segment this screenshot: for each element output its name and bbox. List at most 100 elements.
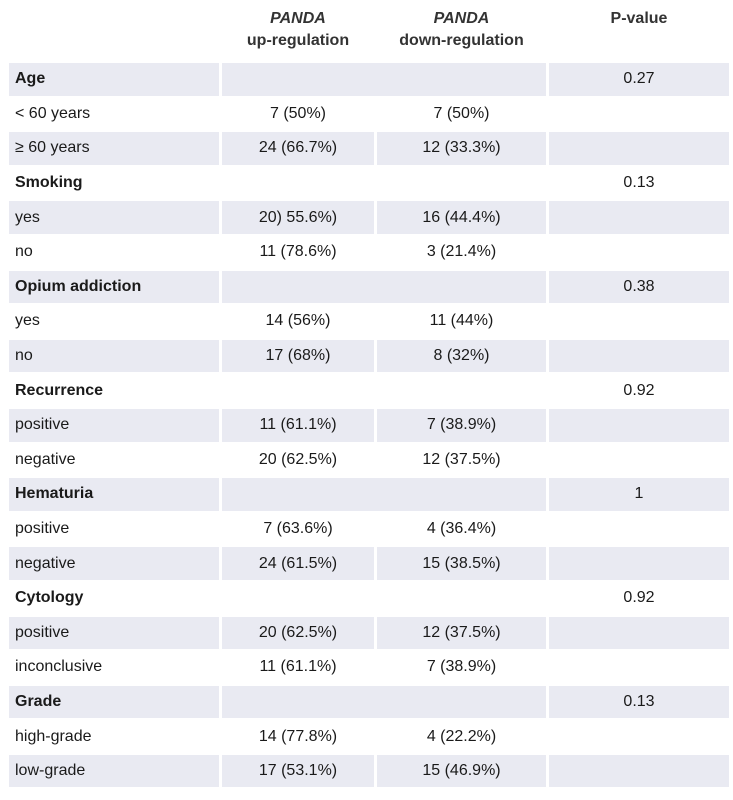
up-regulation-cell: 24 (61.5%) <box>222 547 374 580</box>
table-row: negative 20 (62.5%) 12 (37.5%) <box>9 443 729 478</box>
down-regulation-cell: 4 (22.2%) <box>426 727 497 745</box>
down-regulation-cell: 3 (21.4%) <box>426 243 497 261</box>
table-row: < 60 years 7 (50%) 7 (50%) <box>9 97 729 132</box>
up-regulation-cell <box>222 270 546 304</box>
up-regulation-cell: 11 (78.6%) <box>259 243 337 261</box>
row-label: Cytology <box>15 589 84 607</box>
row-label: positive <box>15 520 70 538</box>
group-header-row: Cytology 0.92 <box>9 581 729 616</box>
p-value-cell <box>549 132 729 165</box>
table-row: positive 20 (62.5%) 12 (37.5%) <box>9 616 729 651</box>
down-regulation-cell: 15 (46.9%) <box>377 754 546 788</box>
down-regulation-cell: 7 (38.9%) <box>426 658 497 676</box>
up-regulation-cell: 24 (66.7%) <box>222 132 374 165</box>
up-regulation-cell: 20 (62.5%) <box>222 616 374 650</box>
down-regulation-cell: 12 (33.3%) <box>377 132 546 165</box>
p-value-cell <box>549 513 729 546</box>
table-row: no 11 (78.6%) 3 (21.4%) <box>9 235 729 270</box>
row-label: inconclusive <box>15 658 103 676</box>
table-row: negative 24 (61.5%) 15 (38.5%) <box>9 546 729 581</box>
row-label: Age <box>9 63 219 96</box>
up-regulation-cell: 7 (50%) <box>269 104 327 122</box>
row-label: negative <box>15 450 76 468</box>
row-label: positive <box>9 616 219 650</box>
table-row: inconclusive 11 (61.1%) 7 (38.9%) <box>9 650 729 685</box>
up-regulation-cell: 20 (62.5%) <box>258 450 338 468</box>
row-label: Recurrence <box>15 381 104 399</box>
up-regulation-cell: 17 (68%) <box>222 339 374 373</box>
up-regulation-cell: 11 (61.1%) <box>222 408 374 442</box>
down-regulation-cell: 15 (38.5%) <box>377 547 546 580</box>
row-label: low-grade <box>9 754 219 788</box>
p-value-cell: 1 <box>549 478 729 511</box>
group-header-row: Hematuria 1 <box>9 477 729 512</box>
row-label: positive <box>9 408 219 442</box>
down-regulation-cell: 12 (37.5%) <box>377 616 546 650</box>
up-regulation-cell: 20) 55.6%) <box>222 201 374 234</box>
p-value-cell <box>549 339 729 373</box>
up-regulation-cell <box>222 167 546 200</box>
down-regulation-cell: 4 (36.4%) <box>426 520 497 538</box>
table-row: positive 11 (61.1%) 7 (38.9%) <box>9 408 729 443</box>
up-regulation-cell <box>222 685 546 719</box>
group-header-row: Age 0.27 <box>9 62 729 97</box>
down-regulation-cell: 12 (37.5%) <box>422 450 501 468</box>
row-label: high-grade <box>15 727 92 745</box>
row-label: Grade <box>9 685 219 719</box>
p-value-cell: 0.27 <box>549 63 729 96</box>
table-row: ≥ 60 years 24 (66.7%) 12 (33.3%) <box>9 131 729 166</box>
down-regulation-cell: 7 (50%) <box>433 104 490 122</box>
row-label: < 60 years <box>15 104 91 122</box>
p-value-cell: 0.92 <box>623 589 655 607</box>
down-regulation-cell: 7 (38.9%) <box>377 408 546 442</box>
row-label: no <box>15 243 33 261</box>
header-up-gene: PANDA <box>270 10 326 27</box>
table-header: PANDA up-regulation PANDA down-regulatio… <box>9 8 729 62</box>
data-table: PANDA up-regulation PANDA down-regulatio… <box>9 8 729 788</box>
table-row: high-grade 14 (77.8%) 4 (22.2%) <box>9 719 729 754</box>
row-label: yes <box>15 312 40 330</box>
p-value-cell <box>549 720 729 753</box>
up-regulation-cell: 14 (56%) <box>265 312 331 330</box>
p-value-cell <box>549 651 729 684</box>
header-p-value: P-value <box>610 10 668 27</box>
header-down-gene: PANDA <box>433 10 490 27</box>
p-value-cell: 0.38 <box>549 270 729 304</box>
row-label: negative <box>9 547 219 580</box>
up-regulation-cell: 7 (63.6%) <box>263 520 333 538</box>
p-value-cell <box>549 444 729 477</box>
table-row: yes 14 (56%) 11 (44%) <box>9 304 729 339</box>
p-value-cell <box>549 98 729 131</box>
group-header-row: Smoking 0.13 <box>9 166 729 201</box>
p-value-cell <box>549 616 729 650</box>
header-down-regulation: PANDA down-regulation <box>377 8 546 52</box>
row-label: ≥ 60 years <box>9 132 219 165</box>
p-value-cell <box>549 547 729 580</box>
header-up-regulation: PANDA up-regulation <box>222 8 374 52</box>
row-label: no <box>9 339 219 373</box>
up-regulation-cell: 14 (77.8%) <box>258 727 338 745</box>
row-label: Opium addiction <box>9 270 219 304</box>
up-regulation-cell <box>222 582 546 615</box>
table-row: no 17 (68%) 8 (32%) <box>9 339 729 374</box>
header-down-label: down-regulation <box>399 32 524 49</box>
up-regulation-cell: 11 (61.1%) <box>259 658 337 676</box>
p-value-cell: 0.92 <box>623 381 655 399</box>
p-value-cell <box>549 236 729 269</box>
group-header-row: Grade 0.13 <box>9 685 729 720</box>
p-value-cell: 0.13 <box>549 685 729 719</box>
row-label: Smoking <box>15 174 83 192</box>
p-value-cell <box>549 201 729 234</box>
table-body: Age 0.27 < 60 years 7 (50%) 7 (50%) ≥ 60 year… <box>9 62 729 788</box>
table-row: positive 7 (63.6%) 4 (36.4%) <box>9 512 729 547</box>
p-value-cell <box>549 408 729 442</box>
p-value-cell <box>549 754 729 788</box>
p-value-cell <box>549 305 729 338</box>
up-regulation-cell <box>222 374 546 407</box>
p-value-cell: 0.13 <box>623 174 655 192</box>
up-regulation-cell <box>222 63 546 96</box>
up-regulation-cell: 17 (53.1%) <box>222 754 374 788</box>
row-label: Hematuria <box>9 478 219 511</box>
header-up-label: up-regulation <box>246 32 350 49</box>
group-header-row: Recurrence 0.92 <box>9 373 729 408</box>
